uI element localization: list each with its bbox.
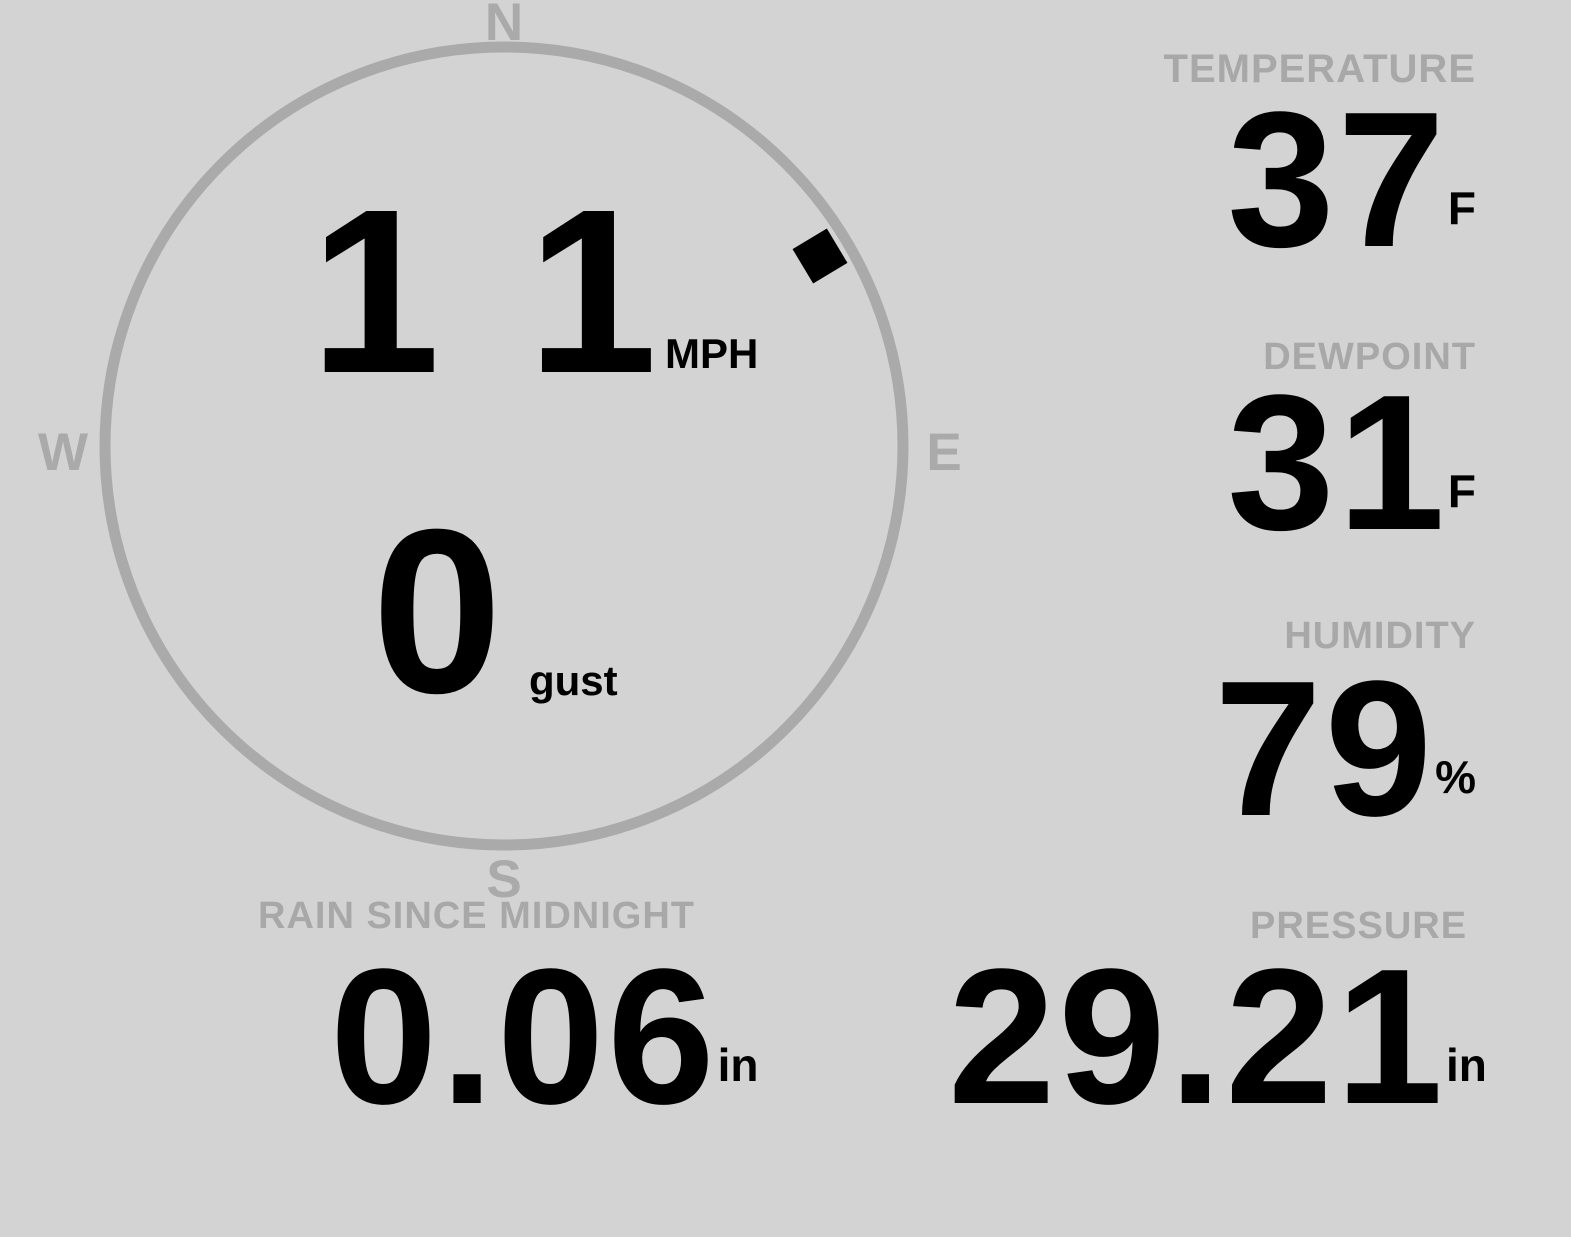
svg-text:E: E	[926, 423, 961, 482]
svg-text:N: N	[485, 0, 523, 52]
svg-text:W: W	[38, 423, 88, 482]
